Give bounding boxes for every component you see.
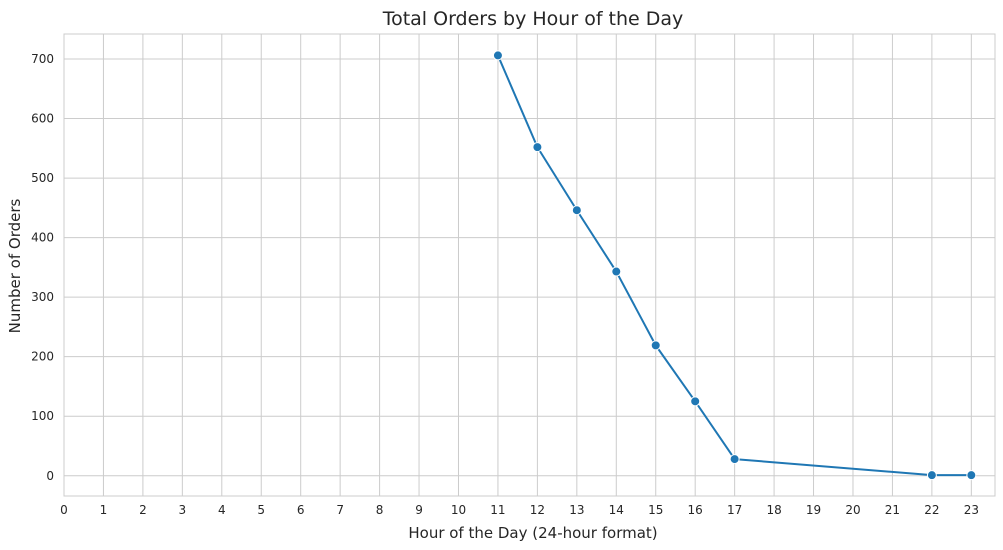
data-point <box>492 50 503 61</box>
x-tick-label: 23 <box>964 503 979 517</box>
data-point <box>611 266 622 277</box>
x-tick-label: 5 <box>257 503 265 517</box>
tick-labels: 0 1 2 3 4 5 6 7 8 9 10 11 12 13 14 15 16 17 18 19 20 21 22 2301… <box>31 52 979 517</box>
y-tick-label: 200 <box>31 350 54 364</box>
x-tick-label: 3 <box>179 503 187 517</box>
data-point <box>729 454 740 465</box>
x-tick-label: 12 <box>530 503 545 517</box>
y-tick-label: 0 <box>46 469 54 483</box>
x-tick-label: 2 <box>139 503 147 517</box>
x-tick-label: 9 <box>415 503 423 517</box>
data-point <box>650 340 661 351</box>
y-tick-label: 600 <box>31 112 54 126</box>
x-tick-label: 22 <box>924 503 939 517</box>
data-point <box>571 205 582 216</box>
x-tick-label: 19 <box>806 503 821 517</box>
y-tick-label: 300 <box>31 290 54 304</box>
x-tick-label: 11 <box>490 503 505 517</box>
y-axis-label: Number of Orders <box>6 198 24 333</box>
series-layer <box>492 50 977 481</box>
x-tick-label: 4 <box>218 503 226 517</box>
chart-title: Total Orders by Hour of the Day <box>382 8 684 30</box>
x-tick-label: 20 <box>845 503 860 517</box>
y-tick-label: 100 <box>31 409 54 423</box>
x-tick-label: 17 <box>727 503 742 517</box>
plot-area-border <box>63 33 996 497</box>
y-tick-label: 700 <box>31 52 54 66</box>
data-point <box>966 470 977 481</box>
y-tick-label: 500 <box>31 171 54 185</box>
data-point <box>690 396 701 407</box>
x-axis-label: Hour of the Day (24-hour format) <box>408 524 657 542</box>
x-tick-label: 15 <box>648 503 663 517</box>
x-tick-label: 7 <box>336 503 344 517</box>
plot-frame <box>63 33 996 497</box>
x-tick-label: 13 <box>569 503 584 517</box>
x-tick-label: 1 <box>100 503 108 517</box>
x-tick-label: 16 <box>688 503 703 517</box>
grid <box>63 34 995 496</box>
x-tick-label: 21 <box>885 503 900 517</box>
x-tick-label: 8 <box>376 503 384 517</box>
x-tick-label: 18 <box>766 503 781 517</box>
data-point <box>532 142 543 153</box>
x-tick-label: 14 <box>609 503 624 517</box>
x-tick-label: 10 <box>451 503 466 517</box>
x-tick-label: 0 <box>60 503 68 517</box>
data-point <box>926 470 937 481</box>
y-tick-label: 400 <box>31 231 54 245</box>
x-tick-label: 6 <box>297 503 305 517</box>
